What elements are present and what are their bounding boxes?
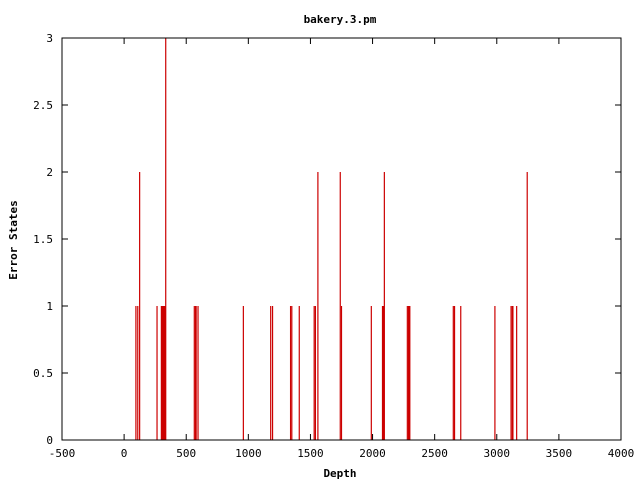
x-tick-label: 1500 xyxy=(297,447,324,460)
x-axis-label: Depth xyxy=(323,467,356,480)
y-tick-label: 0.5 xyxy=(33,367,53,380)
x-tick-label: 2000 xyxy=(359,447,386,460)
x-tick-label: 1000 xyxy=(235,447,262,460)
plot-frame xyxy=(61,37,622,441)
y-tick-label: 2.5 xyxy=(33,99,53,112)
x-tick-label: 500 xyxy=(176,447,196,460)
chart-title: bakery.3.pm xyxy=(304,13,377,26)
y-tick-label: 1 xyxy=(46,300,53,313)
x-tick-label: 3500 xyxy=(546,447,573,460)
x-tick-label: -500 xyxy=(49,447,76,460)
x-tick-label: 3000 xyxy=(484,447,511,460)
x-tick-label: 0 xyxy=(121,447,128,460)
y-tick-label: 2 xyxy=(46,166,53,179)
bars-layer xyxy=(135,38,528,440)
x-tick-label: 4000 xyxy=(608,447,635,460)
x-tick-label: 2500 xyxy=(421,447,448,460)
y-tick-label: 3 xyxy=(46,32,53,45)
y-tick-label: 0 xyxy=(46,434,53,447)
y-tick-label: 1.5 xyxy=(33,233,53,246)
ticks-layer: -500 0 500 1000 1500 2000 2500 3000 3500 400000.5… xyxy=(33,32,634,460)
y-axis-label: Error States xyxy=(7,200,20,279)
